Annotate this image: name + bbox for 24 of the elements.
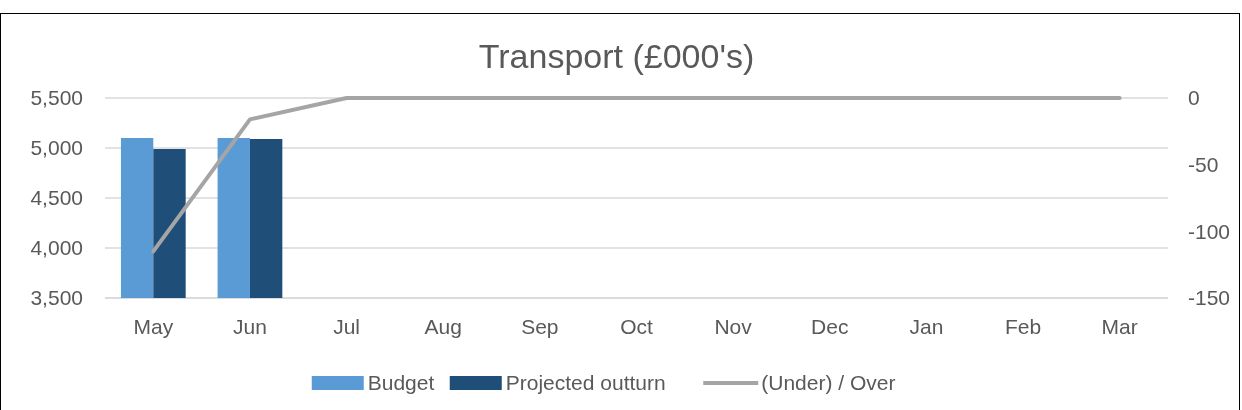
legend-label: Projected outturn	[505, 371, 666, 395]
y2-tick-label: -50	[1188, 153, 1219, 177]
y2-tick-label: 0	[1188, 86, 1200, 110]
x-tick-label: Feb	[1004, 315, 1042, 338]
y-tick-label: 3,500	[30, 286, 83, 310]
y-tick-label: 4,500	[30, 186, 83, 210]
x-tick-label: Aug	[424, 315, 462, 338]
y-tick-label: 5,500	[30, 86, 83, 110]
x-tick-label: Jul	[333, 315, 361, 338]
x-tick-label: Mar	[1101, 315, 1138, 338]
x-tick-label: May	[133, 315, 174, 338]
x-tick-label: Jun	[233, 315, 267, 338]
legend-label: (Under) / Over	[761, 371, 896, 395]
y2-tick-label: -150	[1188, 286, 1231, 310]
legend-label: Budget	[367, 371, 435, 395]
x-tick-label: Nov	[714, 315, 753, 338]
x-tick-label: Oct	[620, 315, 653, 338]
x-tick-label: Jan	[909, 315, 944, 338]
x-tick-label: Dec	[811, 315, 849, 338]
chart-title: Transport (£000's)	[478, 37, 755, 75]
x-tick-label: Sep	[521, 315, 559, 338]
y-tick-label: 5,000	[30, 136, 83, 160]
y-tick-label: 4,000	[30, 236, 83, 260]
y2-tick-label: -100	[1188, 219, 1231, 243]
